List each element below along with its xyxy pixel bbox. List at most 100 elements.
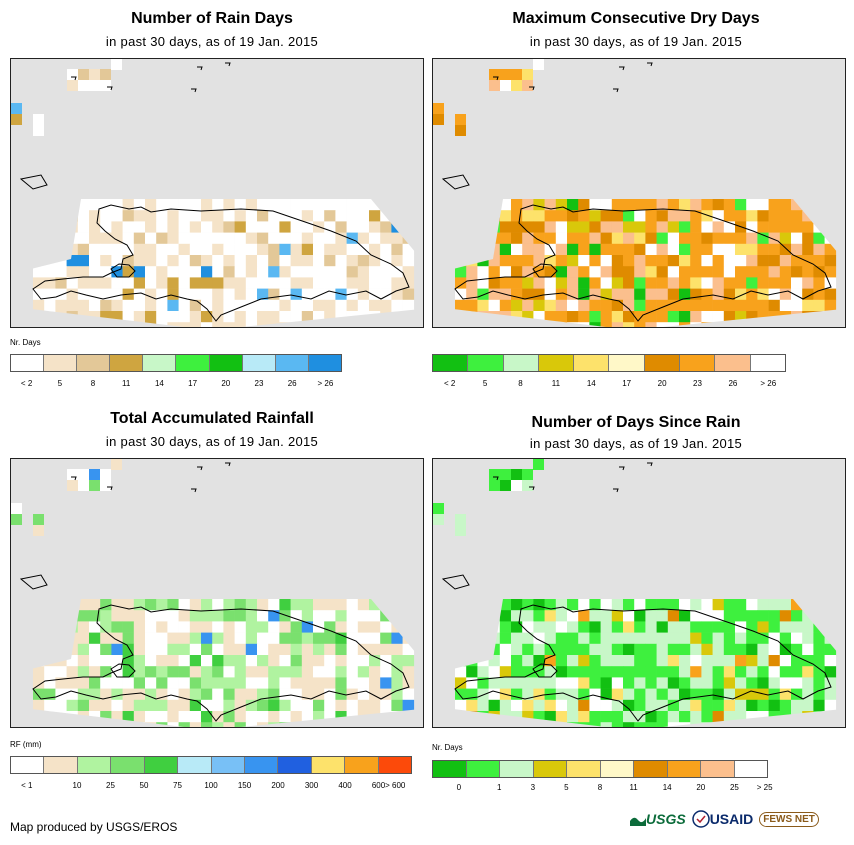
grid-cell: [133, 722, 146, 727]
grid-cell: [67, 469, 78, 480]
grid-cell: [634, 322, 646, 327]
legend-tick-label: 5: [57, 379, 63, 388]
grid-cell: [701, 599, 713, 611]
grid-cell: [346, 632, 359, 645]
grid-cell: [611, 277, 624, 289]
grid-cell: [645, 266, 657, 278]
grid-cell: [33, 655, 45, 667]
grid-cell: [466, 699, 478, 712]
grid-cell: [234, 632, 247, 645]
grid-cell: [656, 311, 669, 323]
grid-cell: [488, 722, 501, 727]
grid-cell: [802, 632, 814, 645]
legend-tick-label: > 600: [385, 781, 406, 790]
grid-cell: [89, 80, 100, 91]
grid-cell: [212, 655, 224, 667]
grid-cell: [145, 711, 157, 723]
grid-cell: [145, 677, 157, 689]
grid-cell: [100, 199, 112, 211]
grid-cell: [455, 722, 467, 727]
grid-cell: [156, 621, 168, 633]
map-canvas: [11, 59, 415, 327]
grid-cell: [611, 666, 624, 678]
grid-cell: [802, 288, 814, 301]
legend-tick-label: 1: [496, 783, 502, 792]
grid-cell: [779, 266, 792, 278]
grid-cell: [533, 643, 545, 656]
grid-cell: [679, 221, 691, 233]
grid-cell: [223, 299, 235, 312]
grid-cell: [346, 722, 359, 727]
grid-cell: [634, 666, 646, 678]
grid-cell: [679, 322, 691, 327]
grid-cell: [369, 232, 381, 245]
grid-cell: [477, 199, 489, 211]
grid-cell: [455, 666, 467, 678]
grid-cell: [735, 277, 747, 289]
grid-cell: [111, 59, 122, 70]
grid-cell: [178, 266, 191, 278]
grid-cell: [324, 311, 336, 323]
grid-cell: [746, 311, 758, 323]
grid-cell: [600, 210, 613, 222]
map-days-since-rain[interactable]: [432, 458, 846, 728]
map-max-dry-days[interactable]: [432, 58, 846, 328]
grid-cell: [223, 643, 235, 656]
grid-cell: [723, 210, 736, 222]
grid-cell: [223, 711, 235, 723]
grid-cell: [33, 699, 45, 712]
grid-cell: [189, 266, 202, 278]
grid-cell: [189, 610, 202, 622]
fews-net-logo-text: FEWS NET: [763, 813, 815, 825]
legend-swatch: [143, 355, 177, 371]
grid-cell: [122, 722, 135, 727]
grid-cell: [802, 299, 814, 312]
grid-cell: [701, 643, 713, 656]
grid-cell: [133, 199, 146, 211]
grid-cell: [189, 643, 202, 656]
legend-swatch: [209, 355, 243, 371]
panel-subtitle: in past 30 days, as of 19 Jan. 2015: [105, 434, 319, 449]
grid-cell: [313, 688, 325, 701]
grid-cell: [369, 632, 381, 645]
grid-cell: [178, 688, 191, 701]
grid-cell: [600, 277, 613, 289]
grid-cell: [245, 288, 258, 301]
grid-cell: [522, 243, 534, 256]
grid-cell: [600, 677, 613, 689]
grid-cell: [66, 299, 79, 312]
grid-cell: [380, 243, 392, 256]
grid-cell: [701, 288, 713, 301]
grid-cell: [589, 311, 601, 323]
grid-cell: [335, 243, 347, 256]
grid-cell: [634, 610, 646, 622]
grid-cell: [402, 599, 415, 611]
legend-tick-label: > 26: [317, 379, 334, 388]
grid-cell: [369, 266, 381, 278]
grid-cell: [499, 266, 512, 278]
grid-cell: [55, 277, 67, 289]
grid-cell: [455, 711, 467, 723]
map-rain-days[interactable]: [10, 58, 424, 328]
grid-cell: [511, 655, 523, 667]
grid-cell: [701, 677, 713, 689]
map-total-rainfall[interactable]: [10, 458, 424, 728]
grid-cell: [455, 699, 467, 712]
grid-cell: [77, 266, 90, 278]
grid-cell: [100, 632, 112, 645]
legend-tick-label: 14: [586, 379, 596, 388]
grid-cell: [380, 210, 392, 222]
grid-cell: [690, 677, 702, 689]
grid-cell: [33, 311, 45, 323]
grid-cell: [33, 525, 44, 536]
grid-cell: [701, 243, 713, 256]
grid-cell: [380, 255, 392, 267]
grid-cell: [380, 666, 392, 678]
grid-cell: [11, 114, 22, 125]
grid-cell: [522, 677, 534, 689]
grid-cell: [645, 277, 657, 289]
grid-cell: [324, 322, 336, 327]
grid-cell: [679, 199, 691, 211]
grid-cell: [634, 643, 646, 656]
grid-cell: [100, 711, 112, 723]
